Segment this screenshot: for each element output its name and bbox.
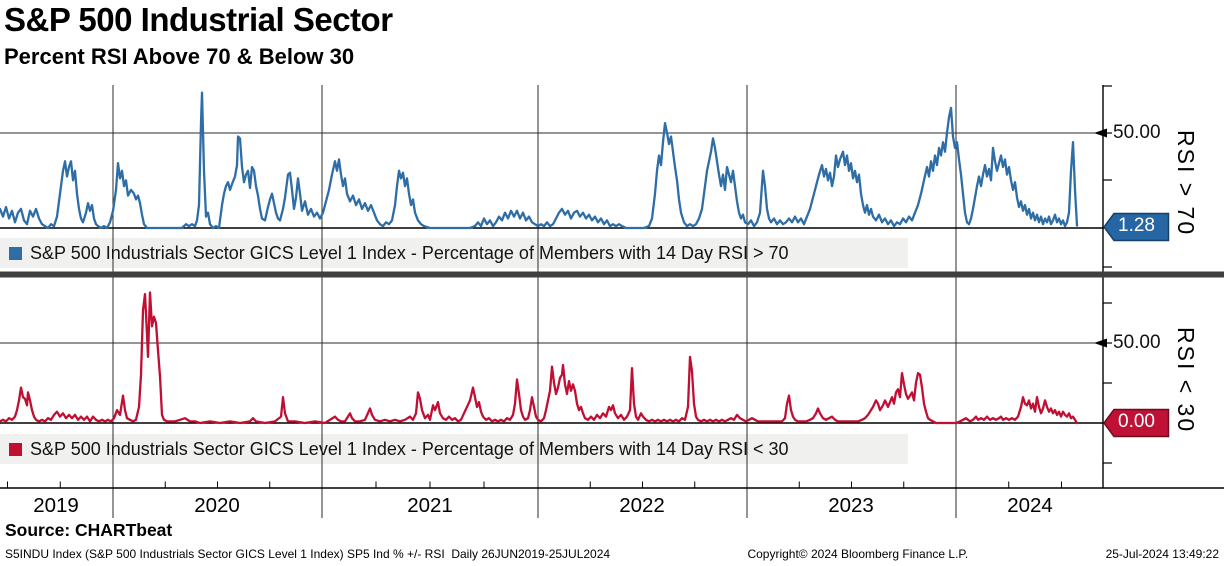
legend-background-top bbox=[0, 238, 908, 268]
xlabel-2019: 2019 bbox=[33, 494, 79, 517]
last-value-badge-bottom: 0.00 bbox=[1118, 411, 1155, 432]
legend-label-top: S&P 500 Industrials Sector GICS Level 1 … bbox=[30, 242, 789, 263]
tick-arrow-top bbox=[1094, 128, 1107, 138]
legend-rsi-above-70[interactable]: S&P 500 Industrials Sector GICS Level 1 … bbox=[0, 238, 908, 268]
axis-label-rsi-below-30: RSI < 30 bbox=[1173, 327, 1199, 434]
legend-swatch-blue-icon bbox=[9, 246, 22, 260]
xlabel-2022: 2022 bbox=[619, 494, 665, 517]
axis-label-rsi-above-70: RSI > 70 bbox=[1173, 130, 1199, 237]
legend-label-bottom: S&P 500 Industrials Sector GICS Level 1 … bbox=[30, 438, 789, 459]
xlabel-2024: 2024 bbox=[1007, 494, 1053, 517]
ytick-50-top: 50.00 bbox=[1113, 122, 1161, 143]
source-label: Source: CHARTbeat bbox=[5, 520, 173, 540]
year-gridlines bbox=[112, 85, 957, 518]
chart-area: S&P 500 Industrials Sector GICS Level 1 … bbox=[0, 85, 1224, 525]
footer-copyright: Copyright© 2024 Bloomberg Finance L.P. bbox=[747, 547, 969, 561]
xlabel-2023: 2023 bbox=[828, 494, 874, 517]
last-value-badge-top: 1.28 bbox=[1118, 215, 1155, 236]
tick-arrow-bottom bbox=[1094, 338, 1107, 348]
page-title: S&P 500 Industrial Sector bbox=[4, 1, 393, 38]
x-axis-year-labels: 2019 2020 2021 2022 2023 2024 bbox=[0, 494, 1224, 524]
panel-divider bbox=[0, 271, 1224, 278]
footer-ticker-description: S5INDU Index (S&P 500 Industrials Sector… bbox=[5, 547, 611, 561]
xlabel-2021: 2021 bbox=[407, 494, 453, 517]
blue-series-line bbox=[0, 91, 1079, 230]
x-minor-ticks bbox=[7, 481, 1062, 488]
page-subtitle: Percent RSI Above 70 & Below 30 bbox=[4, 44, 355, 69]
ytick-50-bottom: 50.00 bbox=[1113, 332, 1161, 353]
last-value-badge-shape-bottom bbox=[1103, 408, 1170, 438]
red-series-line bbox=[0, 291, 1079, 425]
legend-rsi-below-30[interactable]: S&P 500 Industrials Sector GICS Level 1 … bbox=[0, 434, 908, 464]
legend-background-bottom bbox=[0, 434, 908, 464]
last-value-badge-shape-top bbox=[1103, 212, 1170, 242]
xlabel-2020: 2020 bbox=[194, 494, 240, 517]
chart-canvas[interactable] bbox=[0, 85, 1224, 525]
legend-swatch-red-icon bbox=[9, 442, 22, 456]
footer-bar: S5INDU Index (S&P 500 Industrials Sector… bbox=[5, 547, 1219, 561]
footer-timestamp: 25-Jul-2024 13:49:22 bbox=[1105, 547, 1219, 561]
